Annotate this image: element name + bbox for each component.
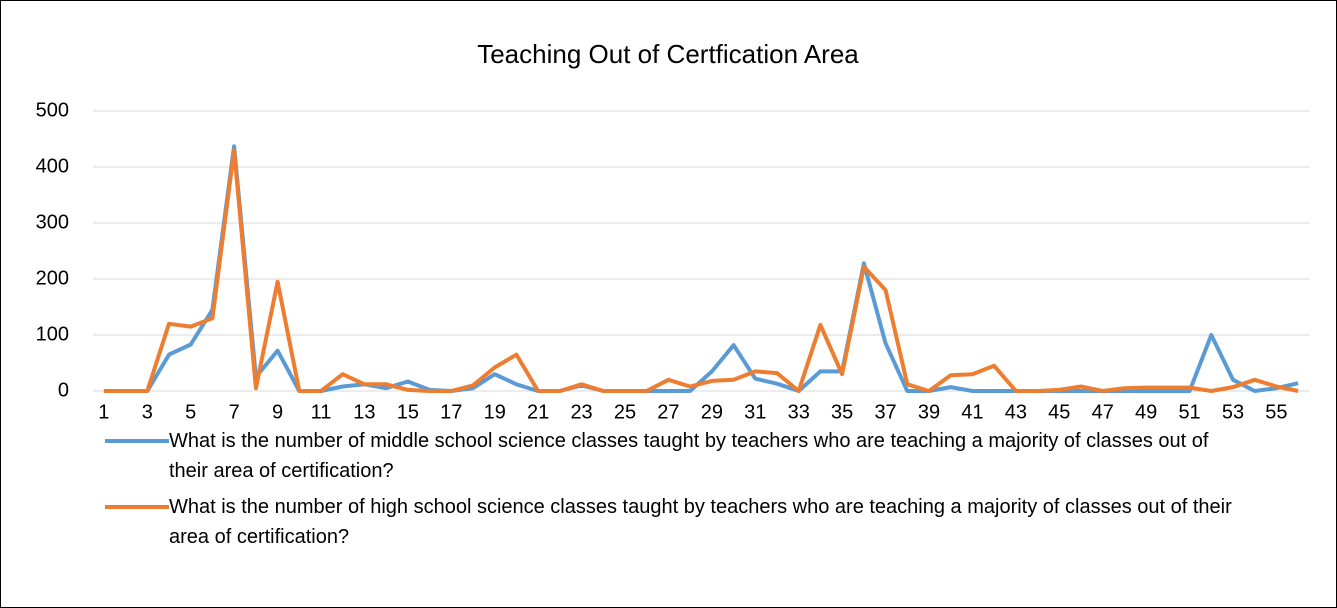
x-tick-label: 11 — [311, 401, 332, 423]
legend-entry: What is the number of middle school scie… — [105, 426, 1245, 486]
x-tick-label: 5 — [185, 401, 196, 423]
legend-swatch — [105, 505, 169, 509]
legend-label: What is the number of middle school scie… — [169, 430, 1209, 482]
x-tick-label: 25 — [614, 401, 636, 423]
x-tick-label: 35 — [831, 401, 853, 423]
legend-swatch — [105, 439, 169, 443]
x-tick-label: 43 — [1005, 401, 1027, 423]
chart-title: Teaching Out of Certfication Area — [477, 39, 859, 69]
y-tick-label: 500 — [36, 99, 69, 121]
x-tick-label: 13 — [353, 401, 375, 423]
x-tick-label: 27 — [657, 401, 679, 423]
x-tick-label: 51 — [1178, 401, 1200, 423]
x-tick-label: 41 — [961, 401, 983, 423]
x-tick-label: 19 — [484, 401, 506, 423]
legend: What is the number of middle school scie… — [105, 426, 1245, 558]
y-tick-label: 400 — [36, 155, 69, 177]
x-tick-label: 31 — [744, 401, 766, 423]
y-tick-label: 0 — [58, 379, 69, 401]
legend-label: What is the number of high school scienc… — [169, 496, 1232, 548]
x-tick-label: 55 — [1265, 401, 1287, 423]
x-tick-label: 7 — [229, 401, 240, 423]
series-line — [103, 148, 1299, 393]
x-tick-label: 21 — [527, 401, 549, 423]
x-tick-label: 39 — [918, 401, 940, 423]
x-tick-label: 49 — [1135, 401, 1157, 423]
x-tick-label: 9 — [272, 401, 283, 423]
series-line — [103, 144, 1299, 393]
x-tick-label: 45 — [1048, 401, 1070, 423]
x-tick-label: 29 — [701, 401, 723, 423]
x-tick-label: 15 — [397, 401, 419, 423]
x-tick-label: 3 — [142, 401, 153, 423]
x-tick-label: 37 — [874, 401, 896, 423]
x-tick-label: 33 — [788, 401, 810, 423]
y-tick-label: 300 — [36, 211, 69, 233]
x-tick-label: 47 — [1092, 401, 1114, 423]
y-tick-label: 200 — [36, 267, 69, 289]
x-tick-label: 53 — [1222, 401, 1244, 423]
legend-entry: What is the number of high school scienc… — [105, 492, 1245, 552]
x-tick-label: 1 — [98, 401, 109, 423]
x-tick-label: 23 — [570, 401, 592, 423]
x-tick-label: 17 — [440, 401, 462, 423]
y-tick-label: 100 — [36, 323, 69, 345]
